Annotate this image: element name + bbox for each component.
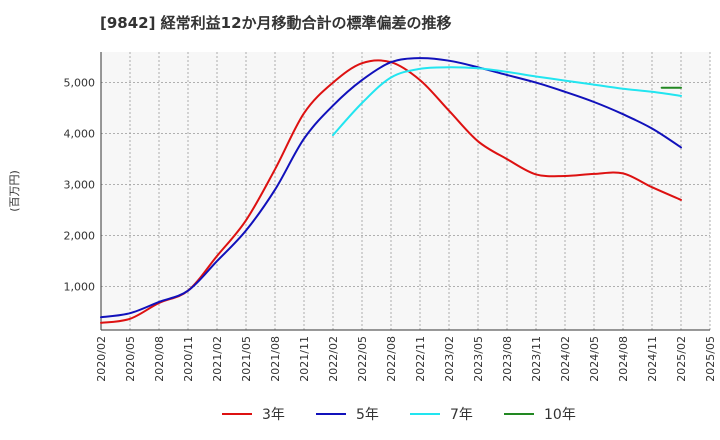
x-tick-label: 2023/11 — [530, 336, 543, 382]
x-tick-label: 2022/08 — [385, 336, 398, 382]
x-tick-label: 2022/02 — [327, 336, 340, 382]
x-tick-label: 2022/05 — [356, 336, 369, 382]
y-tick-label: 3,000 — [64, 179, 96, 192]
x-tick-label: 2020/05 — [124, 336, 137, 382]
x-tick-label: 2021/08 — [269, 336, 282, 382]
x-tick-label: 2021/11 — [298, 336, 311, 382]
x-tick-label: 2023/02 — [443, 336, 456, 382]
x-tick-label: 2025/02 — [675, 336, 688, 382]
x-tick-label: 2022/11 — [414, 336, 427, 382]
x-tick-label: 2020/08 — [153, 336, 166, 382]
plot-area — [101, 52, 710, 330]
chart-title: [9842] 経常利益12か月移動合計の標準偏差の推移 — [100, 14, 452, 32]
y-tick-label: 2,000 — [64, 230, 96, 243]
y-tick-label: 1,000 — [64, 281, 96, 294]
x-tick-label: 2024/02 — [559, 336, 572, 382]
legend-label-3: 7年 — [450, 407, 473, 423]
x-tick-label: 2024/11 — [646, 336, 659, 382]
x-tick-label: 2020/02 — [95, 336, 108, 382]
y-tick-label: 5,000 — [64, 77, 96, 90]
x-tick-label: 2020/11 — [182, 336, 195, 382]
x-tick-label: 2021/02 — [211, 336, 224, 382]
x-tick-label: 2023/05 — [472, 336, 485, 382]
legend-label-2: 5年 — [356, 407, 379, 423]
x-tick-label: 2021/05 — [240, 336, 253, 382]
y-axis-label: (百万円) — [8, 170, 21, 212]
series-line-2 — [100, 57, 682, 319]
x-tick-label: 2024/08 — [617, 336, 630, 382]
series-line-3 — [332, 66, 682, 137]
x-tick-label: 2023/08 — [501, 336, 514, 382]
x-tick-label: 2025/05 — [704, 336, 717, 382]
x-tick-label: 2024/05 — [588, 336, 601, 382]
legend-label-1: 3年 — [262, 407, 285, 423]
legend-label-4: 10年 — [544, 407, 576, 423]
y-tick-label: 4,000 — [64, 128, 96, 141]
